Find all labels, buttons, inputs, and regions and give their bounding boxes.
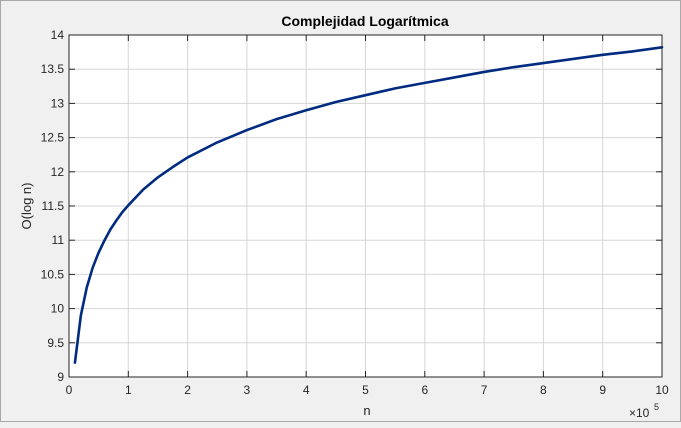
y-tick-label: 10.5	[41, 267, 65, 281]
x-axis-label: n	[363, 403, 370, 418]
y-tick-label: 10	[51, 302, 65, 316]
axis-ticks: 0 1 2 3 4 5 6 7 8 9 1099.51010.51111.51212.51313.5…	[41, 28, 669, 397]
y-tick-label: 11.5	[42, 199, 65, 213]
x-tick-label: 9	[599, 383, 606, 397]
y-tick-label: 11	[52, 233, 65, 247]
y-tick-label: 12	[51, 165, 65, 179]
y-tick-label: 9.5	[47, 336, 64, 350]
x-exponent-base: ×10	[629, 406, 650, 420]
x-tick-label: 3	[244, 383, 251, 397]
x-exponent-power: 5	[654, 402, 659, 412]
y-tick-label: 13.5	[41, 62, 65, 76]
x-tick-label: 1	[125, 383, 132, 397]
y-tick-label: 14	[51, 28, 65, 42]
x-tick-label: 7	[481, 383, 488, 397]
x-tick-label: 5	[362, 383, 369, 397]
y-tick-label: 13	[51, 96, 65, 110]
x-tick-label: 6	[421, 383, 428, 397]
x-tick-label: 8	[540, 383, 547, 397]
y-axis-label: O(log n)	[19, 183, 34, 230]
y-tick-label: 12.5	[41, 131, 65, 145]
y-tick-label: 9	[57, 370, 64, 384]
x-tick-label: 4	[303, 383, 310, 397]
x-tick-label: 10	[655, 383, 669, 397]
series-line	[73, 46, 664, 364]
chart-title: Complejidad Logarítmica	[281, 13, 448, 29]
x-tick-label: 0	[66, 383, 73, 397]
x-tick-label: 2	[184, 383, 191, 397]
